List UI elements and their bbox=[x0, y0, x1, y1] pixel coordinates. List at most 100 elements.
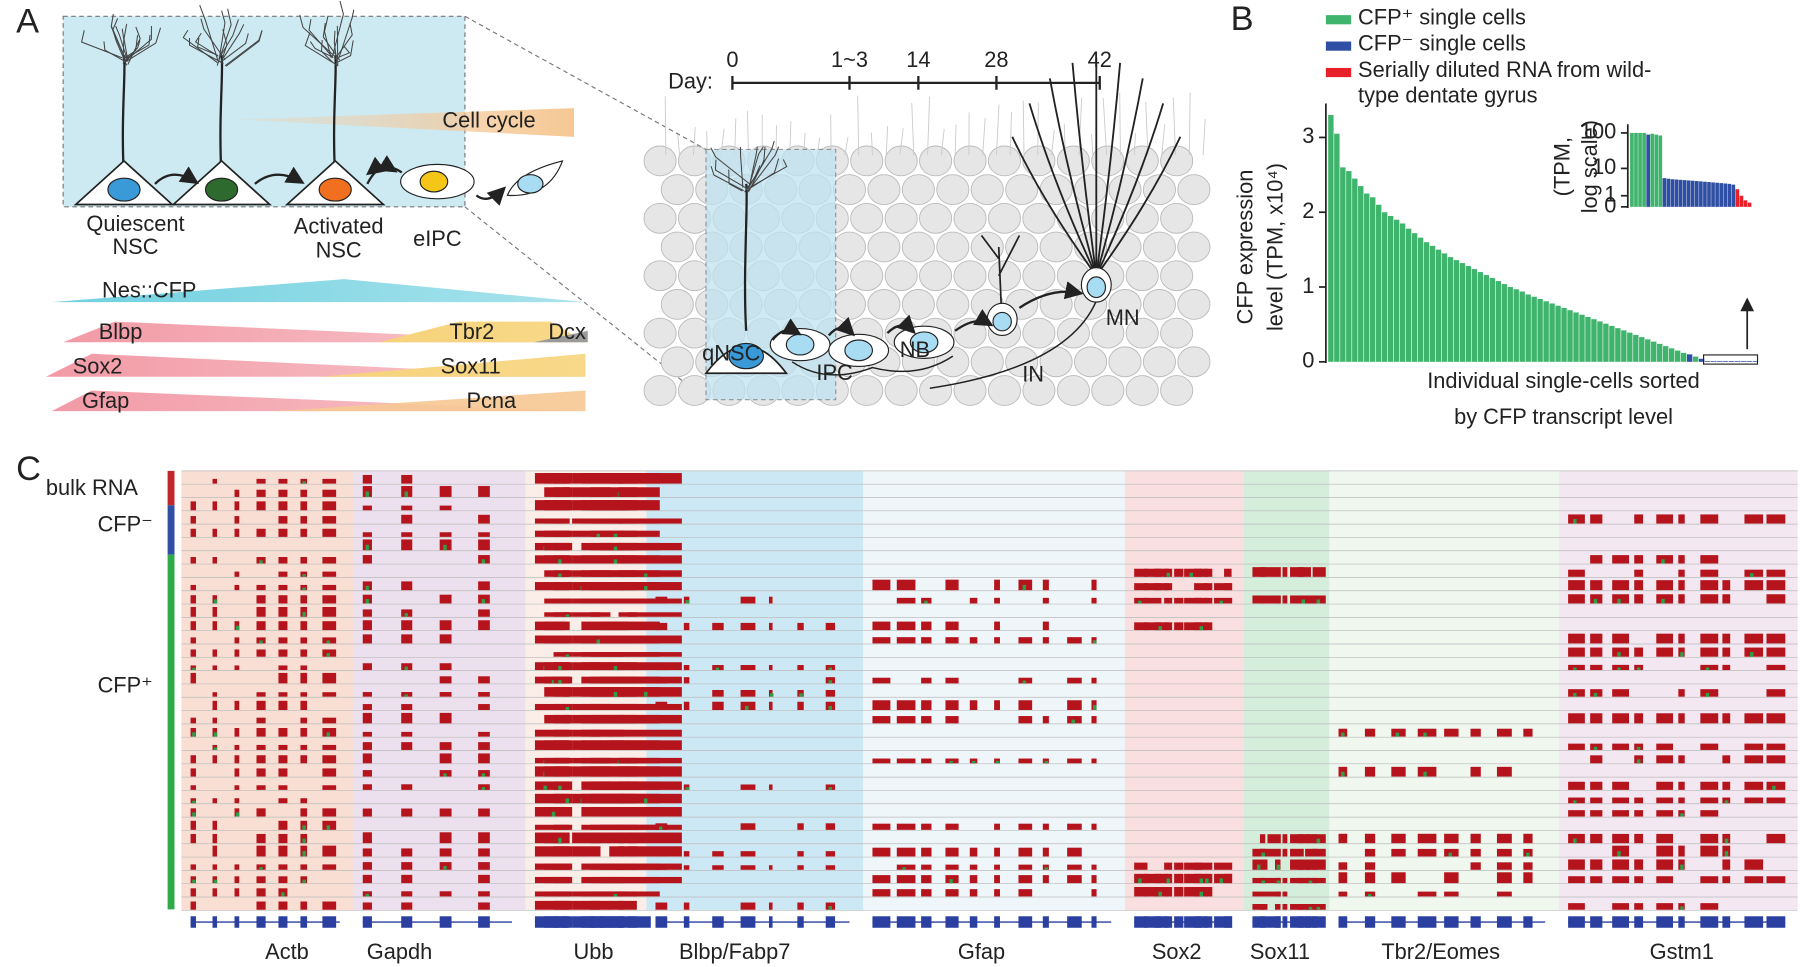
coverage bbox=[609, 473, 625, 484]
coverage bbox=[683, 865, 690, 870]
coverage bbox=[1042, 758, 1049, 764]
coverage bbox=[618, 781, 637, 790]
coverage bbox=[322, 478, 337, 484]
coverage bbox=[256, 700, 266, 710]
coverage bbox=[1312, 848, 1326, 857]
bg-fiber bbox=[1051, 129, 1055, 156]
bg-cell bbox=[987, 260, 1021, 292]
stage-label: IN bbox=[1022, 361, 1044, 386]
coverage bbox=[896, 597, 916, 604]
coverage bbox=[1018, 889, 1033, 897]
timeline-label: Day: bbox=[668, 69, 713, 94]
coverage bbox=[1744, 755, 1764, 764]
bg-cell bbox=[1039, 289, 1073, 320]
bg-fiber bbox=[1022, 100, 1025, 156]
coverage bbox=[553, 900, 570, 910]
coverage bbox=[618, 703, 637, 710]
coverage bbox=[1275, 595, 1281, 604]
coverage bbox=[562, 766, 573, 777]
exon bbox=[256, 916, 266, 928]
bar bbox=[1370, 197, 1376, 362]
coverage bbox=[362, 891, 372, 897]
coverage bbox=[1590, 810, 1603, 817]
coverage bbox=[1091, 579, 1097, 591]
coverage bbox=[553, 612, 570, 617]
coverage-alt bbox=[565, 706, 570, 710]
marker-label: Dcx bbox=[548, 319, 586, 344]
dendrite bbox=[194, 32, 219, 57]
coverage bbox=[362, 581, 372, 591]
bg-fiber bbox=[1145, 101, 1149, 156]
coverage bbox=[655, 596, 668, 604]
coverage-alt bbox=[1661, 598, 1665, 604]
coverage bbox=[553, 757, 570, 764]
bar bbox=[1715, 182, 1719, 207]
coverage bbox=[1634, 555, 1644, 564]
coverage bbox=[1656, 833, 1674, 844]
group-label: CFP⁺ bbox=[98, 672, 153, 697]
coverage bbox=[872, 847, 891, 857]
bg-cell bbox=[884, 375, 918, 406]
coverage bbox=[553, 876, 570, 884]
coverage bbox=[627, 542, 682, 551]
bar bbox=[1555, 305, 1561, 362]
coverage bbox=[1338, 862, 1348, 870]
coverage bbox=[1568, 594, 1585, 604]
coverage bbox=[683, 622, 690, 631]
coverage bbox=[740, 665, 756, 671]
coverage bbox=[1700, 633, 1719, 644]
coverage bbox=[234, 516, 240, 524]
coverage bbox=[401, 742, 413, 750]
bg-fiber bbox=[1078, 97, 1083, 156]
bar bbox=[1633, 334, 1639, 362]
bg-fiber bbox=[1202, 119, 1206, 156]
coverage bbox=[627, 863, 682, 870]
coverage bbox=[256, 621, 266, 631]
coverage bbox=[362, 505, 372, 511]
bg-cell bbox=[1142, 174, 1176, 206]
coverage bbox=[1496, 862, 1512, 870]
coverage bbox=[322, 864, 337, 870]
coverage bbox=[921, 864, 932, 870]
coverage bbox=[300, 557, 308, 564]
coverage-alt bbox=[685, 787, 689, 790]
coverage bbox=[1678, 555, 1685, 564]
coverage bbox=[190, 876, 196, 884]
bar bbox=[1399, 223, 1406, 362]
bar bbox=[1501, 284, 1507, 362]
coverage bbox=[627, 703, 682, 710]
coverage bbox=[1194, 597, 1213, 604]
coverage bbox=[478, 731, 490, 737]
bar bbox=[1483, 275, 1490, 362]
coverage bbox=[1722, 755, 1731, 764]
coverage bbox=[190, 649, 196, 657]
y-tick-label: 1 bbox=[1302, 273, 1314, 298]
exon bbox=[1174, 916, 1184, 928]
coverage bbox=[655, 665, 668, 671]
coverage bbox=[627, 766, 682, 777]
exon bbox=[1259, 916, 1266, 928]
coverage bbox=[1590, 580, 1603, 591]
bg-cell bbox=[919, 375, 953, 406]
coverage bbox=[190, 621, 196, 631]
label: Cell cycle bbox=[442, 108, 535, 133]
bg-cell bbox=[850, 145, 884, 177]
bar bbox=[1699, 181, 1703, 207]
coverage-alt bbox=[1750, 652, 1754, 657]
dendrite bbox=[710, 147, 751, 185]
gene-label: Blbp/Fabp7 bbox=[679, 939, 791, 964]
gene-label: Tbr2/Eomes bbox=[1381, 939, 1500, 964]
exon bbox=[921, 916, 932, 928]
coverage bbox=[1470, 848, 1481, 857]
bar bbox=[1650, 133, 1655, 207]
bar bbox=[1453, 260, 1460, 362]
exon bbox=[740, 916, 756, 928]
bg-fiber bbox=[1009, 111, 1012, 156]
coverage bbox=[921, 637, 932, 644]
coverage-alt bbox=[1636, 746, 1641, 750]
coverage bbox=[1224, 568, 1232, 577]
coverage bbox=[1174, 862, 1184, 870]
coverage bbox=[1656, 810, 1674, 817]
coverage bbox=[190, 637, 196, 644]
bar bbox=[1495, 281, 1501, 362]
